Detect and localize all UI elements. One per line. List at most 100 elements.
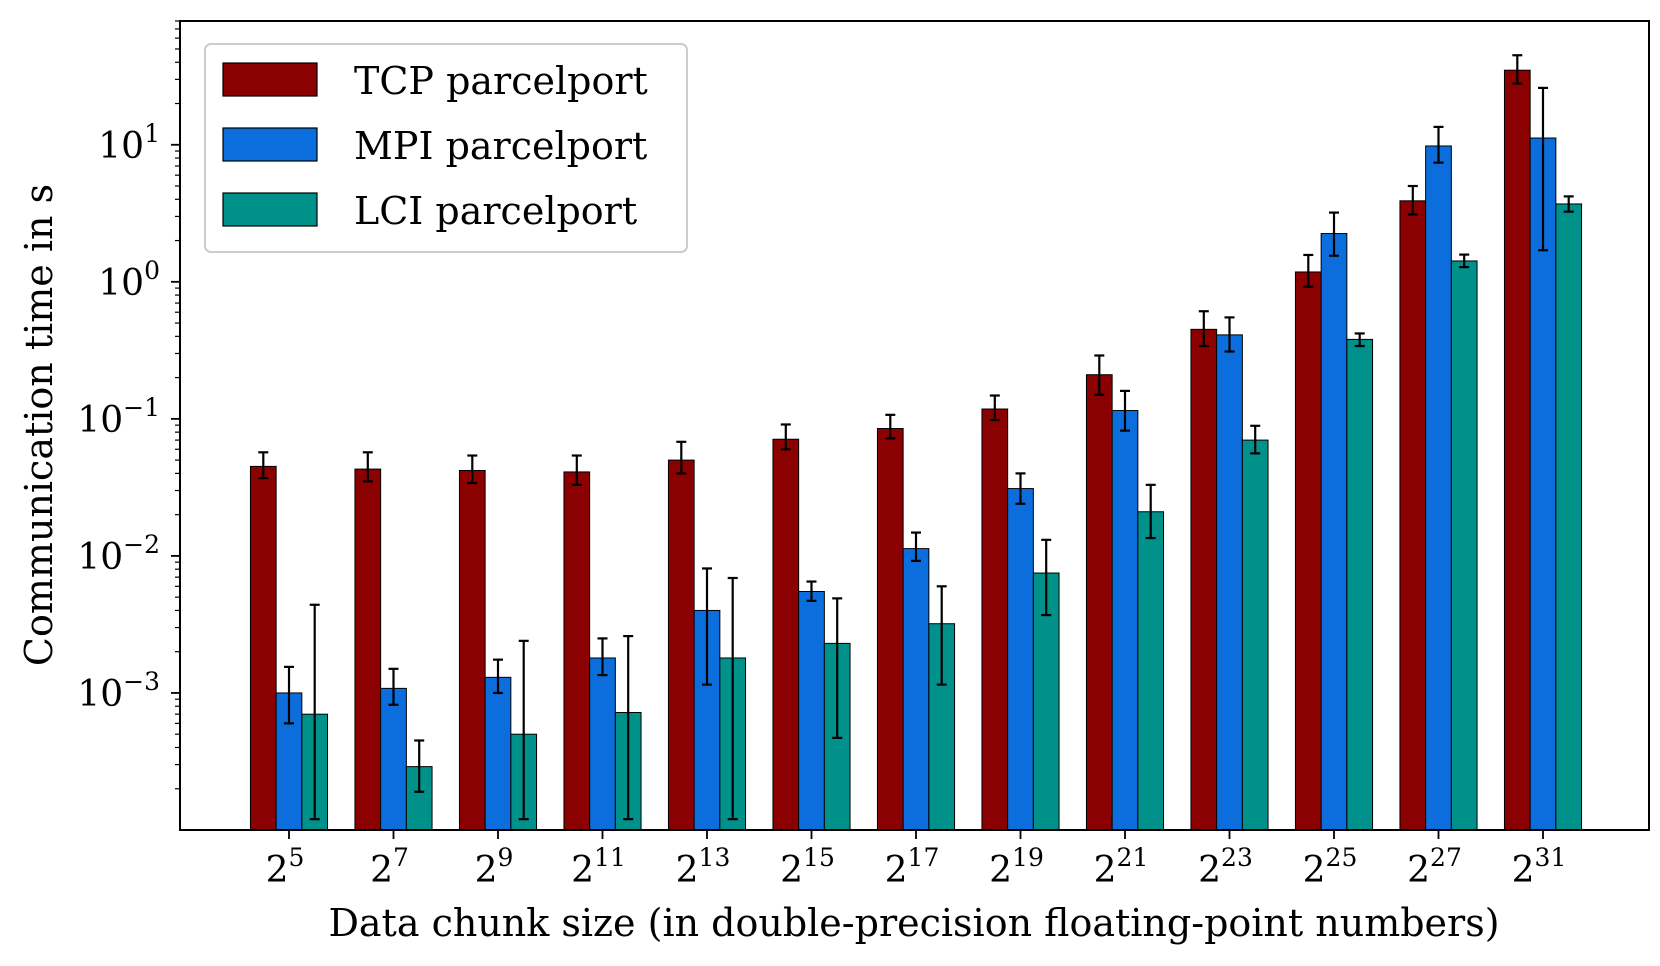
bar-tcp-parcelport-1 xyxy=(354,468,382,831)
error-bar-lci-parcelport-4 xyxy=(727,576,738,821)
bar-tcp-parcelport-5 xyxy=(772,438,800,831)
legend-swatch-tcp xyxy=(222,62,318,97)
x-tick-label: 231 xyxy=(1512,843,1567,891)
error-bar-mpi-parcelport-3 xyxy=(597,637,608,677)
error-bar-lci-parcelport-7 xyxy=(1041,538,1052,617)
error-bar-lci-parcelport-2 xyxy=(518,639,529,821)
bar-tcp-parcelport-7 xyxy=(981,408,1009,831)
y-axis: 10−3 10−2 10−1 100 101 xyxy=(77,20,180,790)
x-tick-label: 223 xyxy=(1198,843,1253,891)
legend-label-mpi: MPI parcelport xyxy=(354,124,647,168)
error-bar-tcp-parcelport-2 xyxy=(467,454,478,485)
x-tick-label: 213 xyxy=(676,843,731,891)
error-bar-tcp-parcelport-5 xyxy=(780,423,791,451)
legend-label-tcp: TCP parcelport xyxy=(354,59,648,103)
y-tick-label: 100 xyxy=(98,256,160,304)
bar-tcp-parcelport-6 xyxy=(876,428,904,831)
error-bar-lci-parcelport-10 xyxy=(1354,332,1365,348)
error-bar-tcp-parcelport-10 xyxy=(1303,253,1314,288)
error-bar-mpi-parcelport-12 xyxy=(1538,86,1548,252)
x-tick-label: 27 xyxy=(370,843,409,891)
bar-mpi-parcelport-8 xyxy=(1111,410,1139,831)
error-bar-tcp-parcelport-4 xyxy=(676,440,687,475)
legend-frame xyxy=(204,43,688,253)
bar-mpi-parcelport-3 xyxy=(589,657,616,831)
error-bar-tcp-parcelport-0 xyxy=(258,451,269,480)
error-bar-mpi-parcelport-6 xyxy=(911,531,921,562)
bar-tcp-parcelport-9 xyxy=(1190,328,1218,831)
error-bars-layer xyxy=(258,54,1574,821)
error-bar-lci-parcelport-5 xyxy=(832,597,843,739)
error-bar-lci-parcelport-0 xyxy=(309,603,320,821)
error-bar-lci-parcelport-8 xyxy=(1145,483,1156,540)
x-tick-label: 221 xyxy=(1094,843,1149,891)
bar-lci-parcelport-8 xyxy=(1137,511,1165,831)
error-bar-mpi-parcelport-8 xyxy=(1120,389,1130,432)
bars-layer xyxy=(249,69,1583,831)
bar-tcp-parcelport-4 xyxy=(667,459,695,831)
x-axis: 25 27 29 211 213 215 217 219 221 223 225 227 231 xyxy=(266,830,1567,891)
legend: TCP parcelport MPI parcelport LCI parcel… xyxy=(204,43,688,253)
error-bar-mpi-parcelport-0 xyxy=(284,665,294,725)
x-tick-label: 25 xyxy=(266,843,305,891)
error-bar-lci-parcelport-12 xyxy=(1563,195,1574,213)
bar-mpi-parcelport-7 xyxy=(1007,488,1034,831)
legend-label-lci: LCI parcelport xyxy=(354,189,637,233)
error-bar-lci-parcelport-6 xyxy=(936,585,947,686)
y-tick-label: 101 xyxy=(98,119,160,167)
error-bar-mpi-parcelport-9 xyxy=(1224,316,1235,353)
error-bar-tcp-parcelport-6 xyxy=(885,413,896,440)
bar-tcp-parcelport-8 xyxy=(1085,374,1113,831)
bar-tcp-parcelport-2 xyxy=(458,469,486,831)
error-bar-mpi-parcelport-10 xyxy=(1329,211,1339,257)
error-bar-mpi-parcelport-5 xyxy=(806,580,817,602)
bar-mpi-parcelport-5 xyxy=(798,590,825,831)
x-tick-label: 211 xyxy=(571,843,626,891)
error-bar-mpi-parcelport-1 xyxy=(388,667,399,706)
x-tick-label: 217 xyxy=(885,843,940,891)
error-bar-lci-parcelport-3 xyxy=(623,634,634,821)
error-bar-mpi-parcelport-4 xyxy=(702,567,712,686)
error-bar-lci-parcelport-1 xyxy=(414,739,425,793)
y-tick-label: 10−2 xyxy=(77,530,160,578)
bar-tcp-parcelport-12 xyxy=(1503,69,1531,831)
x-axis-label: Data chunk size (in double-precision flo… xyxy=(328,901,1499,945)
bar-mpi-parcelport-1 xyxy=(380,687,407,831)
bar-mpi-parcelport-9 xyxy=(1216,334,1243,831)
x-tick-label: 225 xyxy=(1303,843,1358,891)
bar-mpi-parcelport-6 xyxy=(902,548,930,831)
error-bar-mpi-parcelport-7 xyxy=(1015,472,1026,505)
bar-mpi-parcelport-10 xyxy=(1320,233,1348,831)
bar-mpi-parcelport-12 xyxy=(1529,137,1557,831)
bar-mpi-parcelport-11 xyxy=(1425,145,1452,831)
error-bar-mpi-parcelport-2 xyxy=(493,658,503,695)
y-tick-label: 10−3 xyxy=(77,667,160,715)
x-tick-label: 219 xyxy=(989,843,1044,891)
error-bar-tcp-parcelport-1 xyxy=(362,451,373,483)
bar-lci-parcelport-12 xyxy=(1555,203,1583,831)
bar-lci-parcelport-9 xyxy=(1241,439,1269,831)
y-axis-label: Communication time in s xyxy=(17,184,61,666)
bar-tcp-parcelport-3 xyxy=(563,471,591,831)
bar-tcp-parcelport-11 xyxy=(1399,200,1427,831)
x-tick-label: 215 xyxy=(780,843,835,891)
bar-tcp-parcelport-10 xyxy=(1294,271,1322,831)
error-bar-tcp-parcelport-7 xyxy=(989,394,1000,422)
error-bar-tcp-parcelport-3 xyxy=(571,454,582,486)
y-tick-label: 10−1 xyxy=(77,393,160,441)
x-tick-label: 227 xyxy=(1407,843,1462,891)
error-bar-tcp-parcelport-8 xyxy=(1094,354,1105,396)
error-bar-mpi-parcelport-11 xyxy=(1433,125,1444,164)
bar-lci-parcelport-10 xyxy=(1346,338,1374,831)
error-bar-tcp-parcelport-9 xyxy=(1198,310,1209,348)
error-bar-tcp-parcelport-11 xyxy=(1407,184,1418,216)
x-tick-label: 29 xyxy=(475,843,514,891)
error-bar-tcp-parcelport-12 xyxy=(1512,54,1523,85)
bar-mpi-parcelport-2 xyxy=(484,676,512,831)
error-bar-lci-parcelport-9 xyxy=(1250,424,1261,455)
error-bar-lci-parcelport-11 xyxy=(1459,253,1470,269)
bar-lci-parcelport-11 xyxy=(1450,260,1478,831)
bar-tcp-parcelport-0 xyxy=(249,465,277,831)
legend-swatch-mpi xyxy=(222,127,318,162)
